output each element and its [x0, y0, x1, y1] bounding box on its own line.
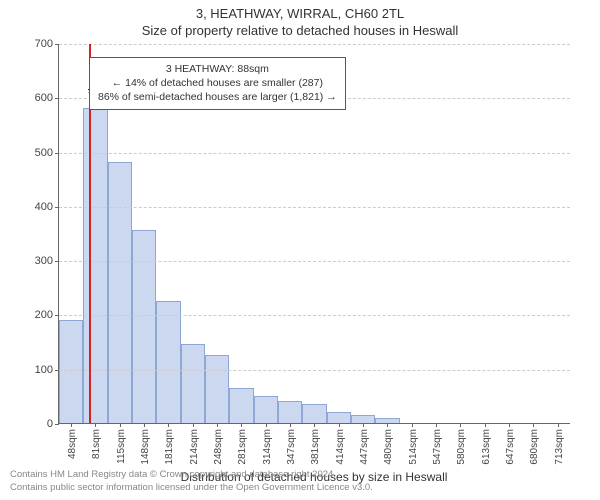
x-tick-mark [558, 423, 559, 427]
y-tick-label: 0 [47, 418, 53, 430]
x-tick-mark [95, 423, 96, 427]
bar [302, 404, 326, 423]
x-tick-label: 680sqm [529, 429, 540, 465]
y-tick-mark [55, 98, 59, 99]
y-tick-mark [55, 153, 59, 154]
gridline [59, 44, 570, 45]
bar-slot: 547sqm [424, 44, 448, 423]
footer-line2: Contains public sector information licen… [10, 482, 373, 494]
bar [205, 355, 229, 423]
y-tick-label: 600 [35, 92, 53, 104]
plot-region: 48sqm81sqm115sqm148sqm181sqm214sqm248sqm… [58, 44, 570, 424]
x-tick-mark [533, 423, 534, 427]
bar-slot: 647sqm [497, 44, 521, 423]
x-tick-label: 181sqm [164, 429, 175, 465]
x-tick-mark [412, 423, 413, 427]
y-tick-mark [55, 207, 59, 208]
x-tick-label: 647sqm [505, 429, 516, 465]
y-tick-mark [55, 424, 59, 425]
bar-slot: 713sqm [546, 44, 570, 423]
footer: Contains HM Land Registry data © Crown c… [10, 469, 373, 494]
x-tick-mark [436, 423, 437, 427]
x-tick-mark [120, 423, 121, 427]
bar [181, 344, 205, 423]
x-tick-label: 81sqm [91, 429, 102, 459]
x-tick-mark [363, 423, 364, 427]
bar-slot: 447sqm [351, 44, 375, 423]
bar-slot: 480sqm [375, 44, 399, 423]
x-tick-mark [241, 423, 242, 427]
info-box-line1: 3 HEATHWAY: 88sqm [98, 62, 337, 76]
info-box-line2: ← 14% of detached houses are smaller (28… [98, 76, 337, 90]
x-tick-label: 347sqm [286, 429, 297, 465]
x-tick-label: 547sqm [432, 429, 443, 465]
x-tick-mark [266, 423, 267, 427]
bar [108, 162, 132, 423]
x-tick-mark [193, 423, 194, 427]
x-tick-label: 115sqm [116, 429, 127, 464]
info-box: 3 HEATHWAY: 88sqm ← 14% of detached hous… [89, 57, 346, 110]
y-tick-mark [55, 261, 59, 262]
gridline [59, 315, 570, 316]
x-tick-label: 314sqm [262, 429, 273, 465]
gridline [59, 207, 570, 208]
gridline [59, 261, 570, 262]
x-tick-mark [168, 423, 169, 427]
bar [254, 396, 278, 423]
x-tick-label: 381sqm [310, 429, 321, 465]
y-tick-label: 700 [35, 38, 53, 50]
x-tick-label: 281sqm [237, 429, 248, 465]
x-tick-mark [290, 423, 291, 427]
y-tick-label: 400 [35, 201, 53, 213]
x-tick-mark [314, 423, 315, 427]
y-tick-mark [55, 370, 59, 371]
bar-slot: 48sqm [59, 44, 83, 423]
bar [132, 230, 156, 423]
bar [278, 401, 302, 423]
x-tick-label: 514sqm [408, 429, 419, 465]
title-sub: Size of property relative to detached ho… [0, 23, 600, 38]
x-tick-mark [460, 423, 461, 427]
x-tick-label: 414sqm [335, 429, 346, 465]
bar [351, 415, 375, 423]
bar [327, 412, 351, 423]
x-tick-label: 248sqm [213, 429, 224, 465]
x-tick-mark [509, 423, 510, 427]
bar-slot: 514sqm [400, 44, 424, 423]
x-tick-label: 214sqm [189, 429, 200, 465]
y-tick-label: 500 [35, 147, 53, 159]
y-tick-mark [55, 44, 59, 45]
x-tick-mark [339, 423, 340, 427]
bar [83, 108, 107, 423]
gridline [59, 370, 570, 371]
x-tick-label: 148sqm [140, 429, 151, 465]
x-tick-mark [387, 423, 388, 427]
y-tick-label: 200 [35, 309, 53, 321]
chart-area: Number of detached properties 48sqm81sqm… [58, 44, 570, 424]
bar-slot: 680sqm [521, 44, 545, 423]
bar-slot: 580sqm [448, 44, 472, 423]
x-tick-label: 480sqm [383, 429, 394, 465]
gridline [59, 153, 570, 154]
y-tick-label: 300 [35, 255, 53, 267]
bar [156, 301, 180, 423]
x-tick-label: 713sqm [554, 429, 565, 465]
x-tick-mark [485, 423, 486, 427]
x-tick-mark [217, 423, 218, 427]
info-box-line3: 86% of semi-detached houses are larger (… [98, 90, 337, 104]
bar-slot: 613sqm [473, 44, 497, 423]
x-tick-mark [71, 423, 72, 427]
x-tick-label: 613sqm [481, 429, 492, 465]
x-tick-mark [144, 423, 145, 427]
x-tick-label: 447sqm [359, 429, 370, 465]
footer-line1: Contains HM Land Registry data © Crown c… [10, 469, 373, 481]
title-main: 3, HEATHWAY, WIRRAL, CH60 2TL [0, 6, 600, 21]
x-tick-label: 48sqm [67, 429, 78, 459]
bar [229, 388, 253, 423]
y-tick-mark [55, 315, 59, 316]
chart-header: 3, HEATHWAY, WIRRAL, CH60 2TL Size of pr… [0, 0, 600, 38]
x-tick-label: 580sqm [456, 429, 467, 465]
bar [59, 320, 83, 423]
y-tick-label: 100 [35, 364, 53, 376]
